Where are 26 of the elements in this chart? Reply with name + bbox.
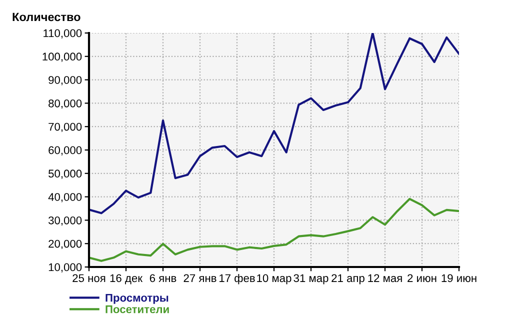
legend-label: Посетители: [106, 305, 169, 314]
x-tick-label: 21 апр: [332, 274, 364, 284]
y-tick-label: 80,000: [48, 99, 82, 109]
y-tick-label: 60,000: [48, 146, 82, 156]
x-tick-label: 27 янв: [184, 274, 216, 282]
x-tick-label: 31 мар: [294, 274, 328, 284]
y-tick-label: 20,000: [48, 240, 82, 250]
y-tick-label: 40,000: [48, 193, 82, 202]
x-tick-label: 17 фев: [220, 274, 255, 284]
y-tick-label: 90,000: [48, 76, 82, 86]
legend-label: Просмотры: [106, 294, 168, 304]
y-tick-label: 30,000: [48, 216, 82, 226]
x-tick-label: 2 июн: [408, 274, 436, 282]
y-tick-label: 10,000: [48, 263, 82, 272]
y-tick-label: 110,000: [44, 29, 82, 38]
x-tick-label: 19 июн: [442, 274, 476, 282]
x-tick-label: 25 ноя: [72, 274, 106, 282]
x-tick-label: 16 дек: [110, 274, 143, 284]
line-series: [89, 198, 459, 262]
x-tick-label: 10 мар: [257, 274, 292, 284]
y-tick-label: 50,000: [48, 170, 82, 179]
chart-title: Количество: [12, 12, 80, 22]
x-tick-label: 12 мая: [368, 274, 402, 282]
y-tick-label: 100,000: [42, 52, 82, 62]
x-tick-label: 6 янв: [150, 274, 176, 282]
y-tick-label: 70,000: [48, 122, 82, 132]
